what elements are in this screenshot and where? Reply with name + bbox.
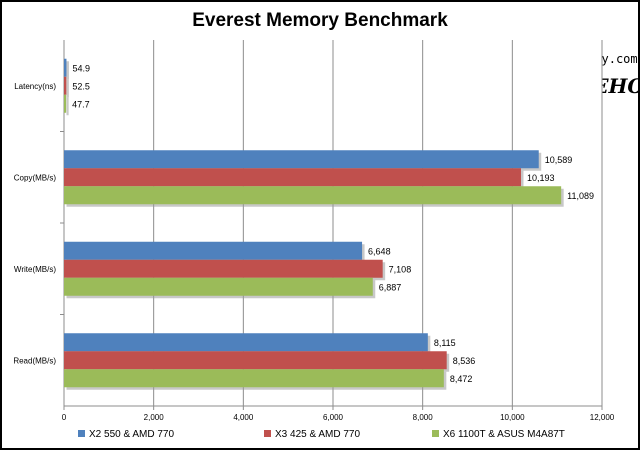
category-label: Latency(ns): [14, 82, 56, 91]
bar: [64, 186, 562, 205]
bar: [64, 259, 383, 278]
bar: [64, 150, 539, 169]
bar: [64, 168, 521, 187]
data-label: 54.9: [72, 63, 90, 73]
x-tick-label: 4,000: [233, 413, 254, 422]
legend-label: X2 550 & AMD 770: [89, 429, 174, 440]
data-label: 8,115: [434, 338, 456, 348]
bar: [64, 333, 428, 352]
bar: [64, 241, 363, 260]
category-label: Write(MB/s): [14, 265, 56, 274]
bar: [64, 277, 373, 296]
bar: [64, 94, 67, 113]
data-label: 11,089: [567, 191, 594, 201]
x-tick-label: 2,000: [144, 413, 165, 422]
data-label: 52.5: [72, 81, 90, 91]
category-label: Read(MB/s): [13, 356, 56, 365]
bar-shadow: [66, 61, 69, 80]
data-label: 10,193: [527, 173, 555, 183]
data-label: 10,589: [545, 155, 573, 165]
data-label: 6,648: [368, 246, 391, 256]
x-tick-label: 6,000: [323, 413, 344, 422]
bar-shadow: [66, 97, 69, 116]
bar: [64, 351, 447, 370]
legend-label: X3 425 & AMD 770: [275, 429, 360, 440]
legend-swatch: [432, 430, 439, 437]
x-tick-label: 12,000: [590, 413, 615, 422]
category-label: Copy(MB/s): [14, 173, 57, 182]
legend-swatch: [78, 430, 85, 437]
data-label: 8,536: [453, 356, 476, 366]
plot-area: 0 2,000 4,000 6,000 8,000 10,000 12,000 Latency…: [13, 40, 615, 422]
x-tick-label: 0: [62, 413, 67, 422]
data-label: 6,887: [379, 282, 402, 292]
legend-swatch: [264, 430, 271, 437]
data-label: 7,108: [389, 264, 412, 274]
chart-title: Everest Memory Benchmark: [192, 10, 448, 31]
bar-shadow: [66, 79, 69, 98]
legend-label: X6 1100T & ASUS M4A87T: [443, 429, 565, 440]
bar: [64, 369, 444, 388]
data-label: 8,472: [450, 374, 473, 384]
legend: X2 550 & AMD 770 X3 425 & AMD 770 X6 1100T…: [78, 429, 565, 440]
data-label: 47.7: [72, 99, 90, 109]
x-tick-label: 10,000: [500, 413, 525, 422]
bar: [64, 76, 67, 95]
x-tick-label: 8,000: [413, 413, 434, 422]
bar: [64, 58, 67, 77]
